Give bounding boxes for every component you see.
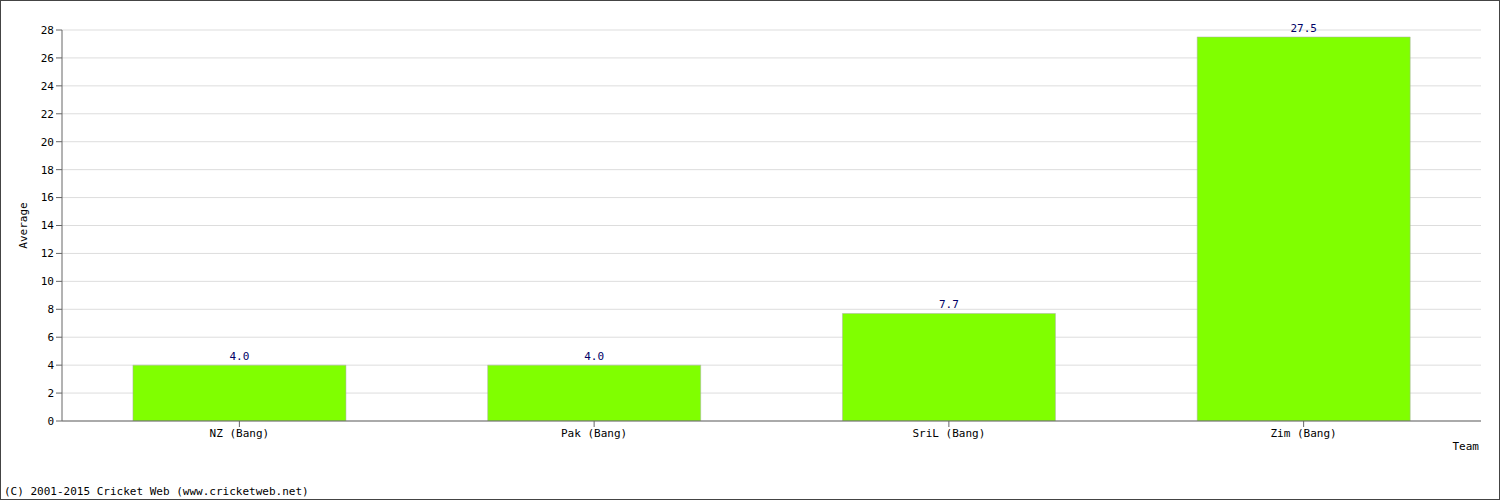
svg-text:Average: Average <box>17 202 30 248</box>
svg-text:4.0: 4.0 <box>230 350 250 363</box>
svg-text:8: 8 <box>47 303 54 316</box>
svg-text:SriL (Bang): SriL (Bang) <box>912 427 985 440</box>
svg-text:NZ (Bang): NZ (Bang) <box>210 427 270 440</box>
svg-text:27.5: 27.5 <box>1290 22 1317 35</box>
svg-text:18: 18 <box>41 164 54 177</box>
svg-text:2: 2 <box>47 387 54 400</box>
svg-text:4: 4 <box>47 359 54 372</box>
svg-text:6: 6 <box>47 331 54 344</box>
svg-text:7.7: 7.7 <box>939 298 959 311</box>
svg-text:22: 22 <box>41 108 54 121</box>
svg-text:12: 12 <box>41 247 54 260</box>
svg-text:24: 24 <box>41 80 55 93</box>
svg-text:0: 0 <box>47 415 54 428</box>
svg-text:14: 14 <box>41 219 55 232</box>
html-text:Team: Team <box>1452 440 1479 453</box>
svg-text:Zim (Bang): Zim (Bang) <box>1271 427 1337 440</box>
svg-text:28: 28 <box>41 24 54 37</box>
svg-text:4.0: 4.0 <box>584 350 604 363</box>
svg-text:16: 16 <box>41 191 54 204</box>
svg-text:26: 26 <box>41 52 54 65</box>
svg-text:10: 10 <box>41 275 54 288</box>
html-text:(C) 2001-2015 Cricket Web (www: (C) 2001-2015 Cricket Web (www.cricketwe… <box>4 485 309 498</box>
svg-text:Pak (Bang): Pak (Bang) <box>561 427 627 440</box>
svg-text:20: 20 <box>41 136 54 149</box>
